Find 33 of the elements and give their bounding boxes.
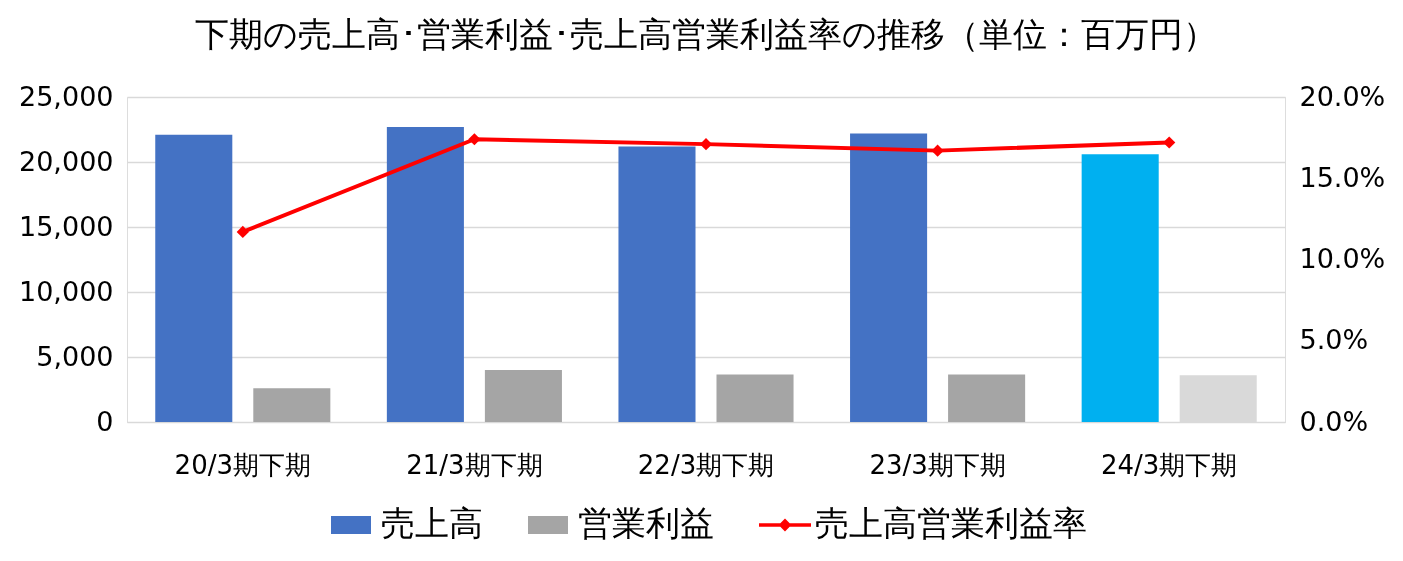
x-tick-label: 20/3期下期 <box>174 449 311 480</box>
legend-label: 営業利益 <box>578 503 714 543</box>
x-tick-label: 21/3期下期 <box>406 449 543 480</box>
bar <box>484 370 562 422</box>
bar <box>1081 154 1159 422</box>
bar <box>386 126 464 422</box>
y2-tick-label: 20.0% <box>1299 80 1386 112</box>
y-tick-label: 25,000 <box>19 80 114 112</box>
bar <box>618 146 696 422</box>
legend-label: 売上高 <box>381 503 483 543</box>
bar <box>716 374 794 422</box>
y2-tick-label: 0.0% <box>1299 405 1369 437</box>
y-tick-label: 15,000 <box>19 210 114 242</box>
chart-title: 下期の売上高･営業利益･売上高営業利益率の推移（単位：百万円） <box>195 14 1217 54</box>
bar <box>155 134 233 422</box>
y-tick-label: 0 <box>96 405 114 437</box>
x-tick-label: 23/3期下期 <box>869 449 1006 480</box>
legend-label: 売上高営業利益率 <box>815 503 1087 543</box>
y2-tick-label: 10.0% <box>1299 243 1386 274</box>
bar <box>948 374 1026 422</box>
y2-tick-label: 5.0% <box>1299 324 1369 356</box>
x-tick-label: 22/3期下期 <box>637 449 775 480</box>
x-tick-label: 24/3期下期 <box>1101 449 1238 480</box>
y-tick-label: 5,000 <box>36 340 114 372</box>
bar <box>850 133 928 422</box>
point <box>1163 136 1176 149</box>
bar <box>1179 375 1257 422</box>
y-tick-label: 20,000 <box>19 145 114 177</box>
point <box>236 225 249 238</box>
y-tick-label: 10,000 <box>19 275 114 307</box>
bar <box>253 388 331 422</box>
y2-tick-label: 15.0% <box>1299 161 1386 193</box>
point <box>699 138 713 151</box>
